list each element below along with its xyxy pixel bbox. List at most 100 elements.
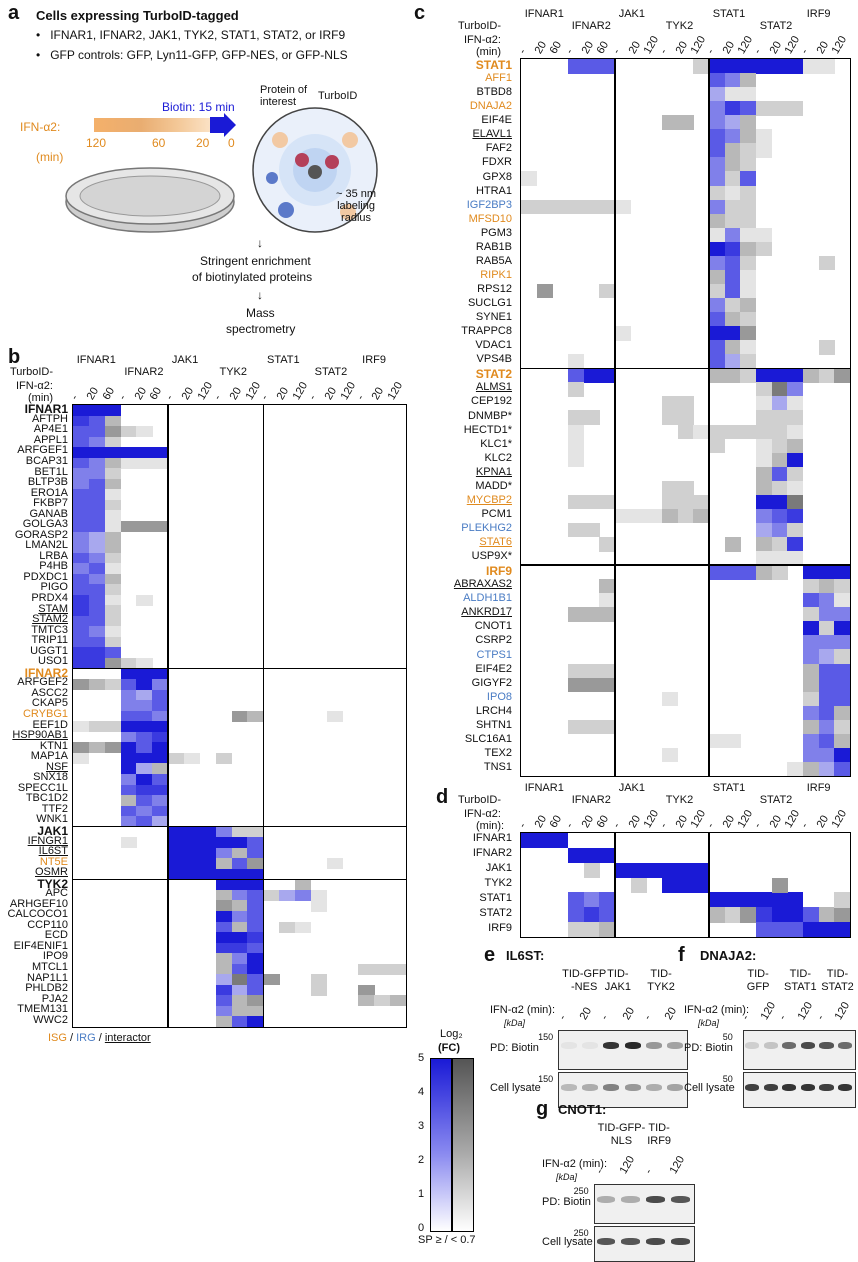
panel-d-row-label: IFNAR2 <box>472 847 512 860</box>
panel-b-row-label: AFTPH <box>31 412 68 425</box>
panel_e-lysate-blot <box>558 1072 688 1108</box>
panel_f-band <box>745 1084 760 1091</box>
heatmap-cell <box>136 689 153 701</box>
heatmap-cell <box>834 719 850 735</box>
heatmap-cell <box>599 907 616 923</box>
heatmap-cell <box>834 892 850 908</box>
heatmap-cell <box>231 837 248 849</box>
heatmap-cell <box>104 573 122 585</box>
panel_g-pd-label: PD: Biotin <box>542 1196 591 1208</box>
heatmap-cell <box>834 705 850 721</box>
heatmap-cell <box>104 510 122 522</box>
panel_f-lane-label: TID- GFP <box>746 968 770 993</box>
row-divider <box>73 825 406 828</box>
heatmap-cell <box>771 480 788 496</box>
heatmap-cell <box>740 129 757 144</box>
heatmap-cell <box>88 405 106 417</box>
heatmap-cell <box>184 837 201 849</box>
heatmap-cell <box>771 59 788 74</box>
heatmap-cell <box>677 862 694 879</box>
panel-c-row-label: MYCBP2 <box>466 493 512 506</box>
tick-120: 120 <box>86 136 107 150</box>
heatmap-cell <box>724 227 741 243</box>
heatmap-cell <box>771 537 788 552</box>
heatmap-cell <box>787 396 804 411</box>
heatmap-cell <box>818 565 835 580</box>
panel-b-row-label: TTF2 <box>41 802 68 815</box>
heatmap-cell <box>73 447 90 459</box>
heatmap-cell <box>709 892 726 908</box>
heatmap-cell <box>787 424 804 440</box>
heatmap-cell <box>771 396 788 411</box>
panel-c-row-label: RAB1B <box>475 240 512 253</box>
heatmap-cell <box>787 761 804 776</box>
panel-b-row-label: NAP1L1 <box>27 971 68 984</box>
panel_g-ifn: IFN-α2 (min): <box>542 1158 608 1170</box>
panel-c-row-label: BTBD8 <box>476 86 512 99</box>
heatmap-cell <box>630 862 647 879</box>
heatmap-cell <box>803 649 820 665</box>
panel-b-row-label: BCAP31 <box>25 454 68 467</box>
heatmap-cell <box>568 354 585 369</box>
heatmap-cell <box>120 658 137 670</box>
heatmap-cell <box>756 129 773 144</box>
heatmap-cell <box>583 719 600 735</box>
panel_g-mw-pd: 250 <box>573 1186 589 1196</box>
heatmap-cell <box>73 468 90 480</box>
heatmap-cell <box>521 833 538 849</box>
heatmap-cell <box>818 368 835 383</box>
heatmap-cell <box>662 877 679 893</box>
panel_f-ifn: IFN-α2 (min): <box>684 1004 750 1016</box>
heatmap-cell <box>662 410 679 426</box>
panel_e-time: - <box>598 1012 612 1022</box>
panel_g-pd-blot <box>593 1184 695 1224</box>
heatmap-cell <box>599 677 616 693</box>
heatmap-cell <box>88 605 106 617</box>
heatmap-cell <box>709 73 726 88</box>
heatmap-cell <box>88 742 106 754</box>
heatmap-cell <box>152 805 169 817</box>
heatmap-cell <box>88 468 106 480</box>
panel-b-row-label: LRBA <box>39 549 68 562</box>
panel-b-row-label: TYK2 <box>37 876 68 891</box>
panel_e-lane-label: TID-GFP -NES <box>562 968 607 993</box>
panel_e-band <box>645 1084 663 1091</box>
heatmap-cell <box>215 995 233 1007</box>
heatmap-cell <box>73 605 90 617</box>
panel-b-row-label: ECD <box>44 929 68 942</box>
panel_f-band <box>800 1084 815 1091</box>
heatmap-cell <box>247 942 264 954</box>
panel-b-row-label: WNK1 <box>36 813 68 826</box>
panel_f-band <box>800 1042 815 1049</box>
panel-c-row-label: FAF2 <box>485 142 512 155</box>
heatmap-cell <box>803 663 820 679</box>
timepoint-label: 60 <box>547 39 565 56</box>
heatmap-cell <box>120 742 137 754</box>
bait-header-ifnar2: IFNAR2 <box>571 794 611 806</box>
panel-b-row-label: ARFGEF1 <box>17 444 68 457</box>
panel_f-pd-blot <box>742 1030 857 1070</box>
heatmap-cell <box>247 826 264 838</box>
heatmap-cell <box>310 900 328 912</box>
panel_e-band <box>603 1084 620 1091</box>
heatmap-cell <box>184 868 201 880</box>
heatmap-cell <box>295 879 312 891</box>
heatmap-cell <box>756 480 773 496</box>
ifn-unit: (min): <box>476 820 505 832</box>
timepoint-label: 20 <box>626 39 643 56</box>
heatmap-cell <box>803 607 820 622</box>
bait-header-ifnar1: IFNAR1 <box>76 354 116 366</box>
heatmap-cell <box>599 593 616 608</box>
panel-c-row-label: RIPK1 <box>480 268 512 281</box>
heatmap-cell <box>803 593 820 608</box>
heatmap-cell <box>803 621 820 636</box>
heatmap-cell <box>803 691 820 707</box>
panel-c-row-label: GIGYF2 <box>471 676 512 689</box>
heatmap-cell <box>88 584 106 596</box>
heatmap-cell <box>709 213 726 229</box>
panel-d-row-label: STAT2 <box>479 906 512 919</box>
panel-b-row-label: APPL1 <box>33 433 68 446</box>
heatmap-cell <box>104 615 122 627</box>
panel-b-legend: ISG / IRG / interactor <box>48 1032 151 1044</box>
heatmap-cell <box>73 636 90 648</box>
